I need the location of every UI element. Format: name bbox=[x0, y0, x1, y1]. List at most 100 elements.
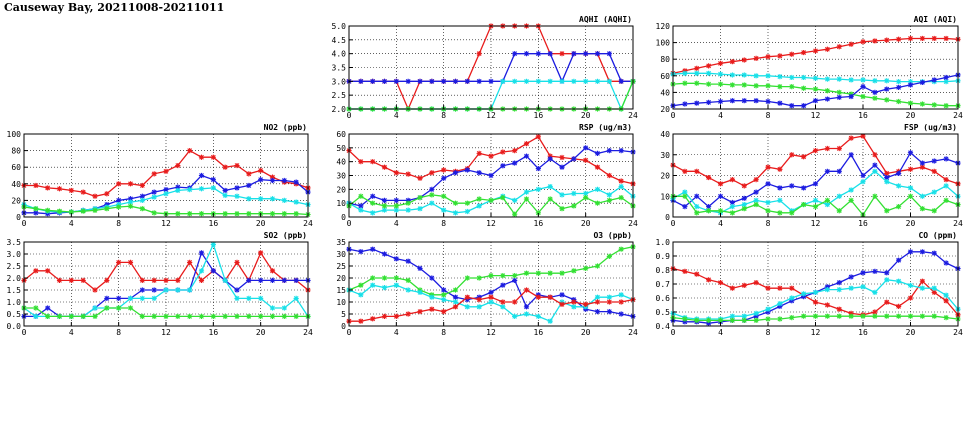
data-point bbox=[836, 145, 842, 152]
data-point bbox=[836, 306, 842, 312]
data-point bbox=[429, 78, 435, 84]
data-point bbox=[547, 270, 553, 276]
data-point bbox=[583, 51, 589, 57]
data-point bbox=[801, 74, 807, 81]
data-point bbox=[801, 85, 807, 91]
data-point bbox=[919, 313, 925, 319]
y-tick-label: 2.0 bbox=[332, 105, 347, 114]
y-tick-label: 60 bbox=[660, 72, 670, 81]
y-tick-label: 35 bbox=[336, 238, 346, 247]
data-point bbox=[729, 72, 735, 78]
data-point bbox=[222, 211, 228, 217]
data-point bbox=[812, 75, 819, 81]
data-point bbox=[907, 282, 914, 288]
data-point bbox=[358, 203, 364, 209]
data-point bbox=[824, 302, 830, 308]
data-point bbox=[381, 313, 388, 319]
data-point bbox=[919, 249, 925, 255]
y-tick-label: 20 bbox=[336, 185, 346, 194]
x-tick-label: 8 bbox=[116, 219, 121, 228]
y-tick-label: 4.0 bbox=[332, 50, 347, 59]
data-point bbox=[618, 292, 624, 298]
data-point bbox=[269, 305, 276, 311]
data-point bbox=[358, 207, 364, 213]
y-tick-label: 10 bbox=[660, 192, 670, 201]
data-point bbox=[381, 207, 388, 213]
data-point bbox=[269, 268, 276, 274]
data-point bbox=[139, 206, 145, 212]
data-point bbox=[717, 71, 724, 77]
data-point bbox=[717, 98, 724, 105]
data-point bbox=[729, 59, 735, 65]
data-point bbox=[836, 76, 842, 82]
y-tick-label: 10 bbox=[336, 199, 346, 208]
data-point bbox=[824, 88, 830, 94]
data-point bbox=[594, 299, 601, 305]
data-point bbox=[92, 313, 98, 319]
data-point bbox=[512, 160, 518, 166]
data-point bbox=[571, 190, 577, 197]
data-point bbox=[618, 178, 624, 184]
data-point bbox=[896, 79, 902, 85]
chart-title: CO (ppm) bbox=[918, 231, 957, 240]
data-point bbox=[931, 208, 937, 214]
data-point bbox=[571, 304, 577, 310]
data-point bbox=[222, 164, 228, 170]
data-point bbox=[753, 197, 759, 203]
data-point bbox=[765, 316, 771, 322]
data-point bbox=[860, 77, 866, 83]
data-point bbox=[741, 313, 747, 319]
chart-title: AQI (AQI) bbox=[914, 15, 957, 24]
data-point bbox=[860, 172, 866, 179]
x-tick-label: 0 bbox=[671, 219, 676, 228]
data-point bbox=[92, 305, 98, 311]
data-point bbox=[706, 277, 712, 283]
x-tick-label: 8 bbox=[441, 111, 446, 120]
data-point bbox=[381, 197, 388, 203]
data-point bbox=[187, 187, 193, 193]
data-point bbox=[151, 189, 157, 195]
data-point bbox=[358, 318, 364, 324]
x-tick-label: 24 bbox=[953, 111, 963, 120]
data-point bbox=[777, 316, 783, 322]
data-point bbox=[175, 184, 181, 190]
data-point bbox=[210, 185, 216, 191]
data-point bbox=[293, 313, 299, 319]
data-point bbox=[358, 249, 364, 255]
data-point bbox=[559, 206, 565, 212]
data-point bbox=[293, 211, 299, 217]
data-point bbox=[523, 287, 530, 293]
data-point bbox=[429, 186, 435, 192]
data-point bbox=[163, 277, 169, 283]
data-point bbox=[187, 148, 193, 154]
data-point bbox=[741, 82, 747, 88]
data-point bbox=[476, 203, 482, 209]
chart-panel: 0 4 8 12 16 20 24 20 40 60 80 100 120 AQI (AQI) bbox=[656, 15, 963, 120]
data-point bbox=[512, 78, 518, 84]
data-point bbox=[476, 196, 482, 202]
data-point bbox=[405, 171, 411, 177]
data-point bbox=[717, 317, 724, 323]
data-point bbox=[729, 285, 735, 291]
data-point bbox=[848, 152, 854, 158]
data-point bbox=[281, 177, 287, 184]
data-point bbox=[45, 207, 51, 213]
data-point bbox=[872, 268, 878, 274]
data-point bbox=[907, 82, 914, 88]
data-point bbox=[452, 287, 459, 293]
data-point bbox=[523, 311, 530, 317]
data-point bbox=[547, 78, 553, 84]
data-point bbox=[753, 177, 759, 183]
x-tick-label: 8 bbox=[766, 328, 771, 337]
data-point bbox=[618, 183, 624, 190]
y-tick-label: 20 bbox=[336, 274, 346, 283]
data-point bbox=[777, 83, 783, 90]
data-point bbox=[476, 297, 482, 303]
data-point bbox=[163, 187, 169, 193]
x-tick-label: 12 bbox=[161, 328, 171, 337]
data-point bbox=[907, 166, 914, 172]
data-point bbox=[33, 182, 39, 189]
data-point bbox=[258, 250, 264, 256]
data-point bbox=[919, 193, 925, 199]
data-point bbox=[931, 35, 937, 42]
